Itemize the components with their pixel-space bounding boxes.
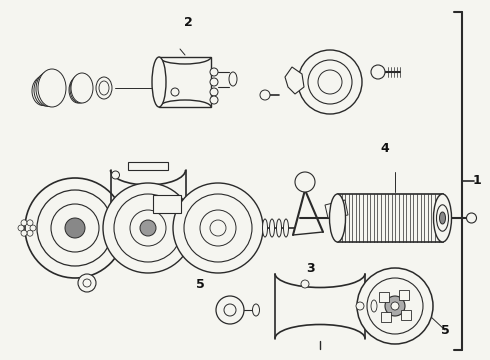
Ellipse shape [32, 77, 54, 105]
Bar [338, 194, 442, 242]
Circle shape [216, 296, 244, 324]
Circle shape [78, 274, 96, 292]
Circle shape [25, 178, 125, 278]
Text: 1: 1 [473, 175, 481, 188]
Ellipse shape [371, 300, 377, 312]
Bar [401, 310, 411, 320]
Circle shape [385, 296, 405, 316]
Polygon shape [325, 200, 348, 218]
Circle shape [371, 65, 385, 79]
Circle shape [298, 50, 362, 114]
Text: 5: 5 [196, 279, 204, 292]
Circle shape [210, 88, 218, 96]
Circle shape [200, 210, 236, 246]
Bar [379, 292, 389, 302]
Bar [128, 162, 168, 170]
Circle shape [51, 204, 99, 252]
Circle shape [301, 280, 309, 288]
Circle shape [210, 68, 218, 76]
Circle shape [21, 230, 27, 236]
Ellipse shape [263, 219, 268, 237]
Circle shape [114, 194, 182, 262]
Text: 4: 4 [381, 141, 390, 154]
Ellipse shape [34, 74, 58, 106]
Circle shape [295, 172, 315, 192]
Text: 3: 3 [306, 261, 314, 274]
Ellipse shape [99, 81, 109, 95]
Ellipse shape [252, 304, 260, 316]
Circle shape [27, 230, 33, 236]
Circle shape [171, 88, 179, 96]
Ellipse shape [71, 73, 93, 103]
Ellipse shape [96, 77, 112, 99]
Circle shape [210, 78, 218, 86]
Ellipse shape [38, 69, 66, 107]
Circle shape [27, 220, 33, 226]
Circle shape [103, 183, 193, 273]
Bar [153, 195, 181, 213]
Ellipse shape [284, 219, 289, 237]
Bar [159, 57, 211, 107]
Circle shape [210, 220, 226, 236]
Text: 2: 2 [184, 15, 193, 28]
Circle shape [140, 220, 156, 236]
Circle shape [308, 60, 352, 104]
Ellipse shape [437, 205, 448, 231]
Circle shape [37, 190, 113, 266]
Circle shape [130, 210, 166, 246]
Circle shape [318, 70, 342, 94]
Circle shape [30, 225, 36, 231]
Circle shape [466, 213, 476, 223]
Circle shape [224, 304, 236, 316]
Ellipse shape [329, 194, 345, 242]
Bar [381, 312, 391, 322]
Circle shape [65, 218, 85, 238]
Circle shape [18, 225, 24, 231]
Circle shape [173, 183, 263, 273]
Ellipse shape [36, 72, 62, 107]
Circle shape [260, 90, 270, 100]
Ellipse shape [70, 75, 90, 103]
Ellipse shape [440, 212, 445, 224]
Circle shape [356, 302, 364, 310]
Polygon shape [285, 67, 304, 94]
Circle shape [357, 268, 433, 344]
Circle shape [112, 171, 120, 179]
Circle shape [83, 279, 91, 287]
Ellipse shape [152, 57, 166, 107]
Circle shape [21, 220, 27, 226]
Circle shape [210, 96, 218, 104]
Ellipse shape [434, 194, 451, 242]
Bar [399, 290, 409, 300]
Ellipse shape [69, 77, 87, 103]
Ellipse shape [229, 72, 237, 86]
Text: 5: 5 [441, 324, 449, 337]
Ellipse shape [276, 219, 281, 237]
Ellipse shape [270, 219, 274, 237]
Circle shape [367, 278, 423, 334]
Circle shape [391, 302, 399, 310]
Circle shape [184, 194, 252, 262]
